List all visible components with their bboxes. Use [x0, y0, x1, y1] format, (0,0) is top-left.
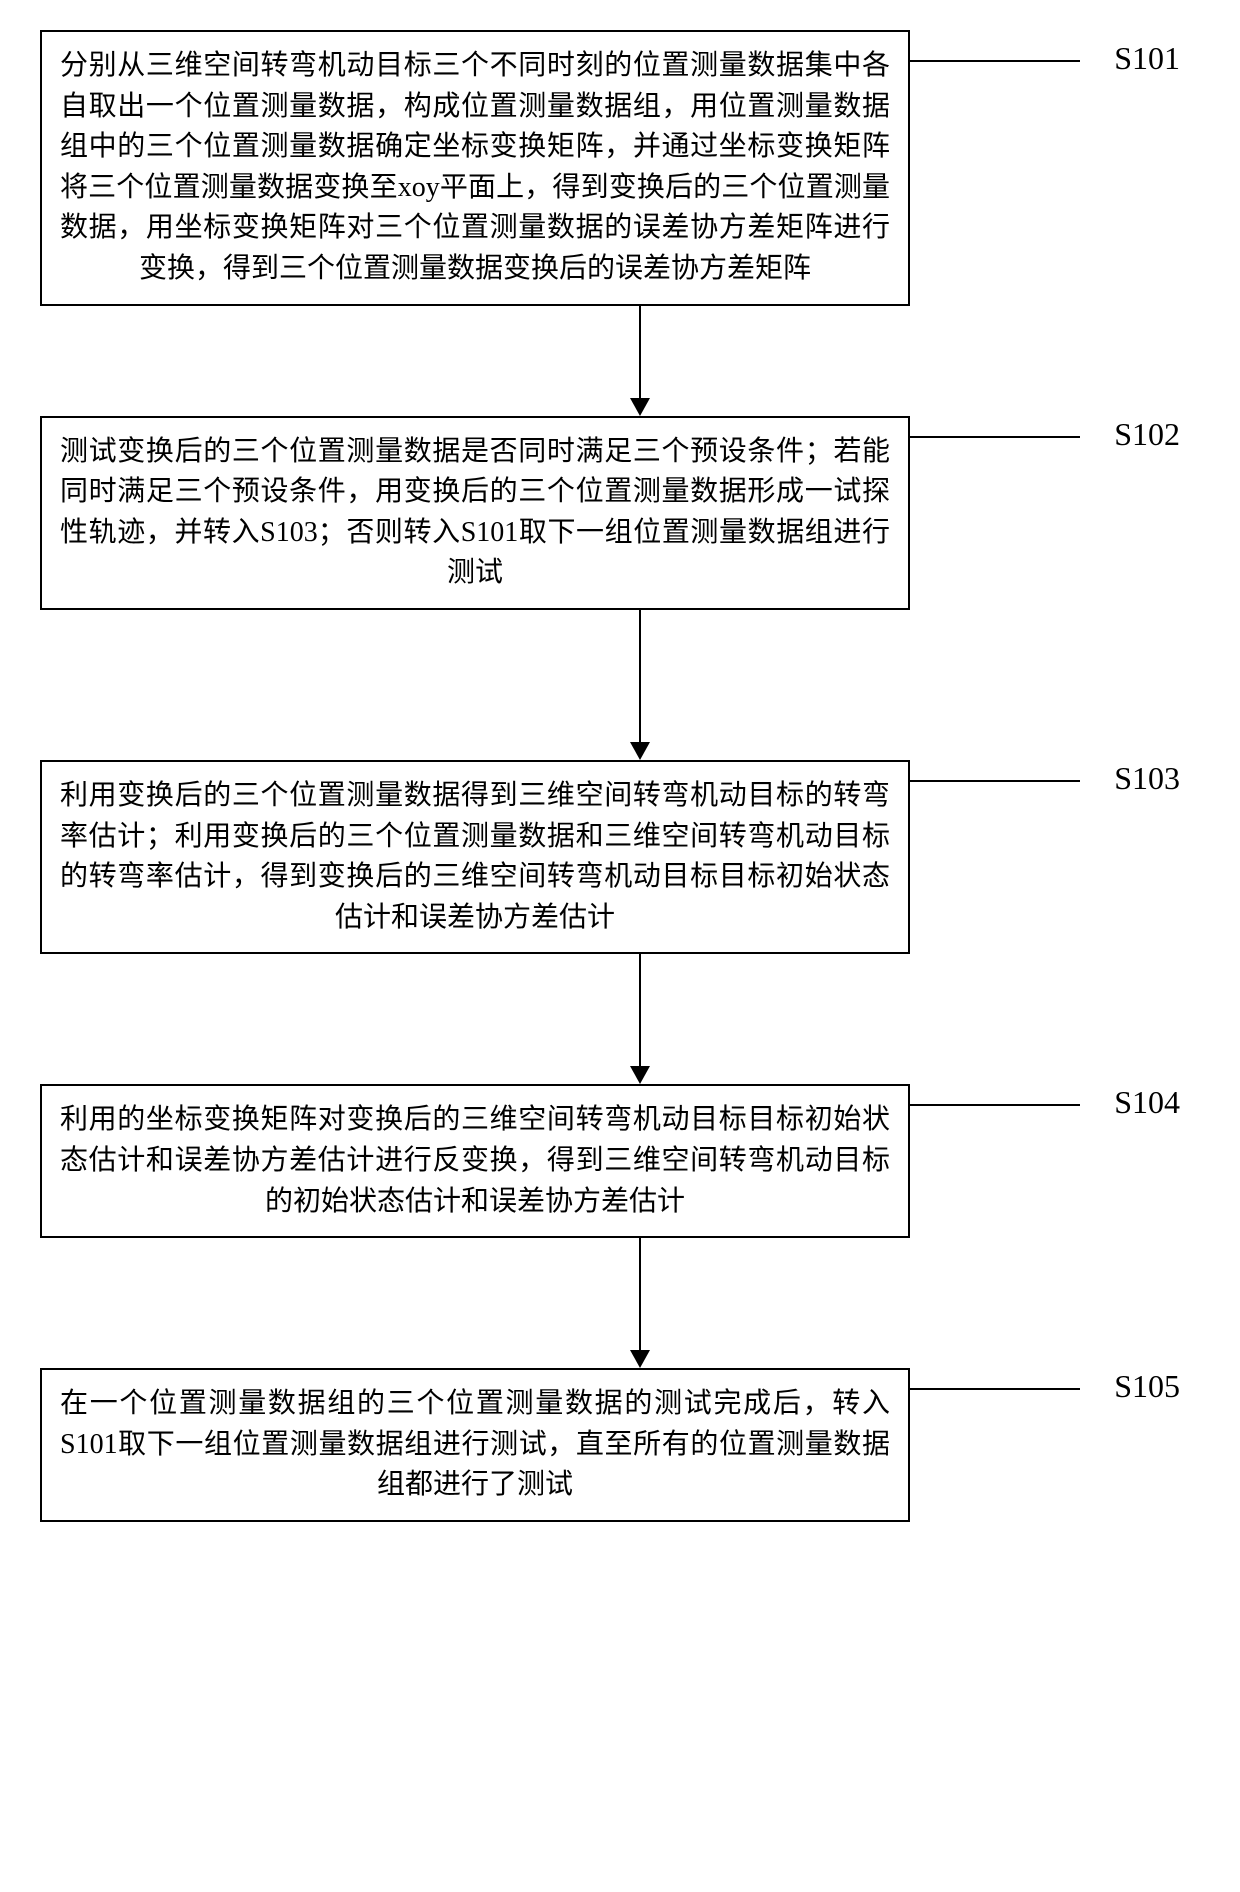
callout-line [910, 1388, 1080, 1390]
flow-step-row: 利用变换后的三个位置测量数据得到三维空间转弯机动目标的转弯率估计；利用变换后的三… [0, 760, 1240, 954]
flow-step-box: 在一个位置测量数据组的三个位置测量数据的测试完成后，转入S101取下一组位置测量… [40, 1368, 910, 1522]
flow-arrow [205, 610, 1075, 760]
flow-step-box: 测试变换后的三个位置测量数据是否同时满足三个预设条件；若能同时满足三个预设条件，… [40, 416, 910, 610]
callout-line [910, 60, 1080, 62]
arrow-shaft [639, 1238, 641, 1350]
flow-step-row: 利用的坐标变换矩阵对变换后的三维空间转弯机动目标目标初始状态估计和误差协方差估计… [0, 1084, 1240, 1238]
arrow-head-icon [630, 742, 650, 760]
callout-line [910, 1104, 1080, 1106]
arrow-head-icon [630, 1066, 650, 1084]
flow-step-label: S103 [1114, 760, 1180, 797]
flow-step-row: 分别从三维空间转弯机动目标三个不同时刻的位置测量数据集中各自取出一个位置测量数据… [0, 30, 1240, 306]
flow-arrow [205, 954, 1075, 1084]
flow-arrow [205, 1238, 1075, 1368]
callout-line [910, 436, 1080, 438]
flow-step-label: S101 [1114, 40, 1180, 77]
flow-step-box: 利用变换后的三个位置测量数据得到三维空间转弯机动目标的转弯率估计；利用变换后的三… [40, 760, 910, 954]
arrow-shaft [639, 610, 641, 742]
arrow-shaft [639, 306, 641, 398]
flow-arrow [205, 306, 1075, 416]
flow-step-label: S105 [1114, 1368, 1180, 1405]
flowchart-container: 分别从三维空间转弯机动目标三个不同时刻的位置测量数据集中各自取出一个位置测量数据… [0, 30, 1240, 1522]
arrow-shaft [639, 954, 641, 1066]
flow-step-row: 在一个位置测量数据组的三个位置测量数据的测试完成后，转入S101取下一组位置测量… [0, 1368, 1240, 1522]
flow-step-label: S104 [1114, 1084, 1180, 1121]
callout-line [910, 780, 1080, 782]
flow-step-row: 测试变换后的三个位置测量数据是否同时满足三个预设条件；若能同时满足三个预设条件，… [0, 416, 1240, 610]
arrow-head-icon [630, 398, 650, 416]
flow-step-box: 利用的坐标变换矩阵对变换后的三维空间转弯机动目标目标初始状态估计和误差协方差估计… [40, 1084, 910, 1238]
flow-step-label: S102 [1114, 416, 1180, 453]
arrow-head-icon [630, 1350, 650, 1368]
flow-step-box: 分别从三维空间转弯机动目标三个不同时刻的位置测量数据集中各自取出一个位置测量数据… [40, 30, 910, 306]
